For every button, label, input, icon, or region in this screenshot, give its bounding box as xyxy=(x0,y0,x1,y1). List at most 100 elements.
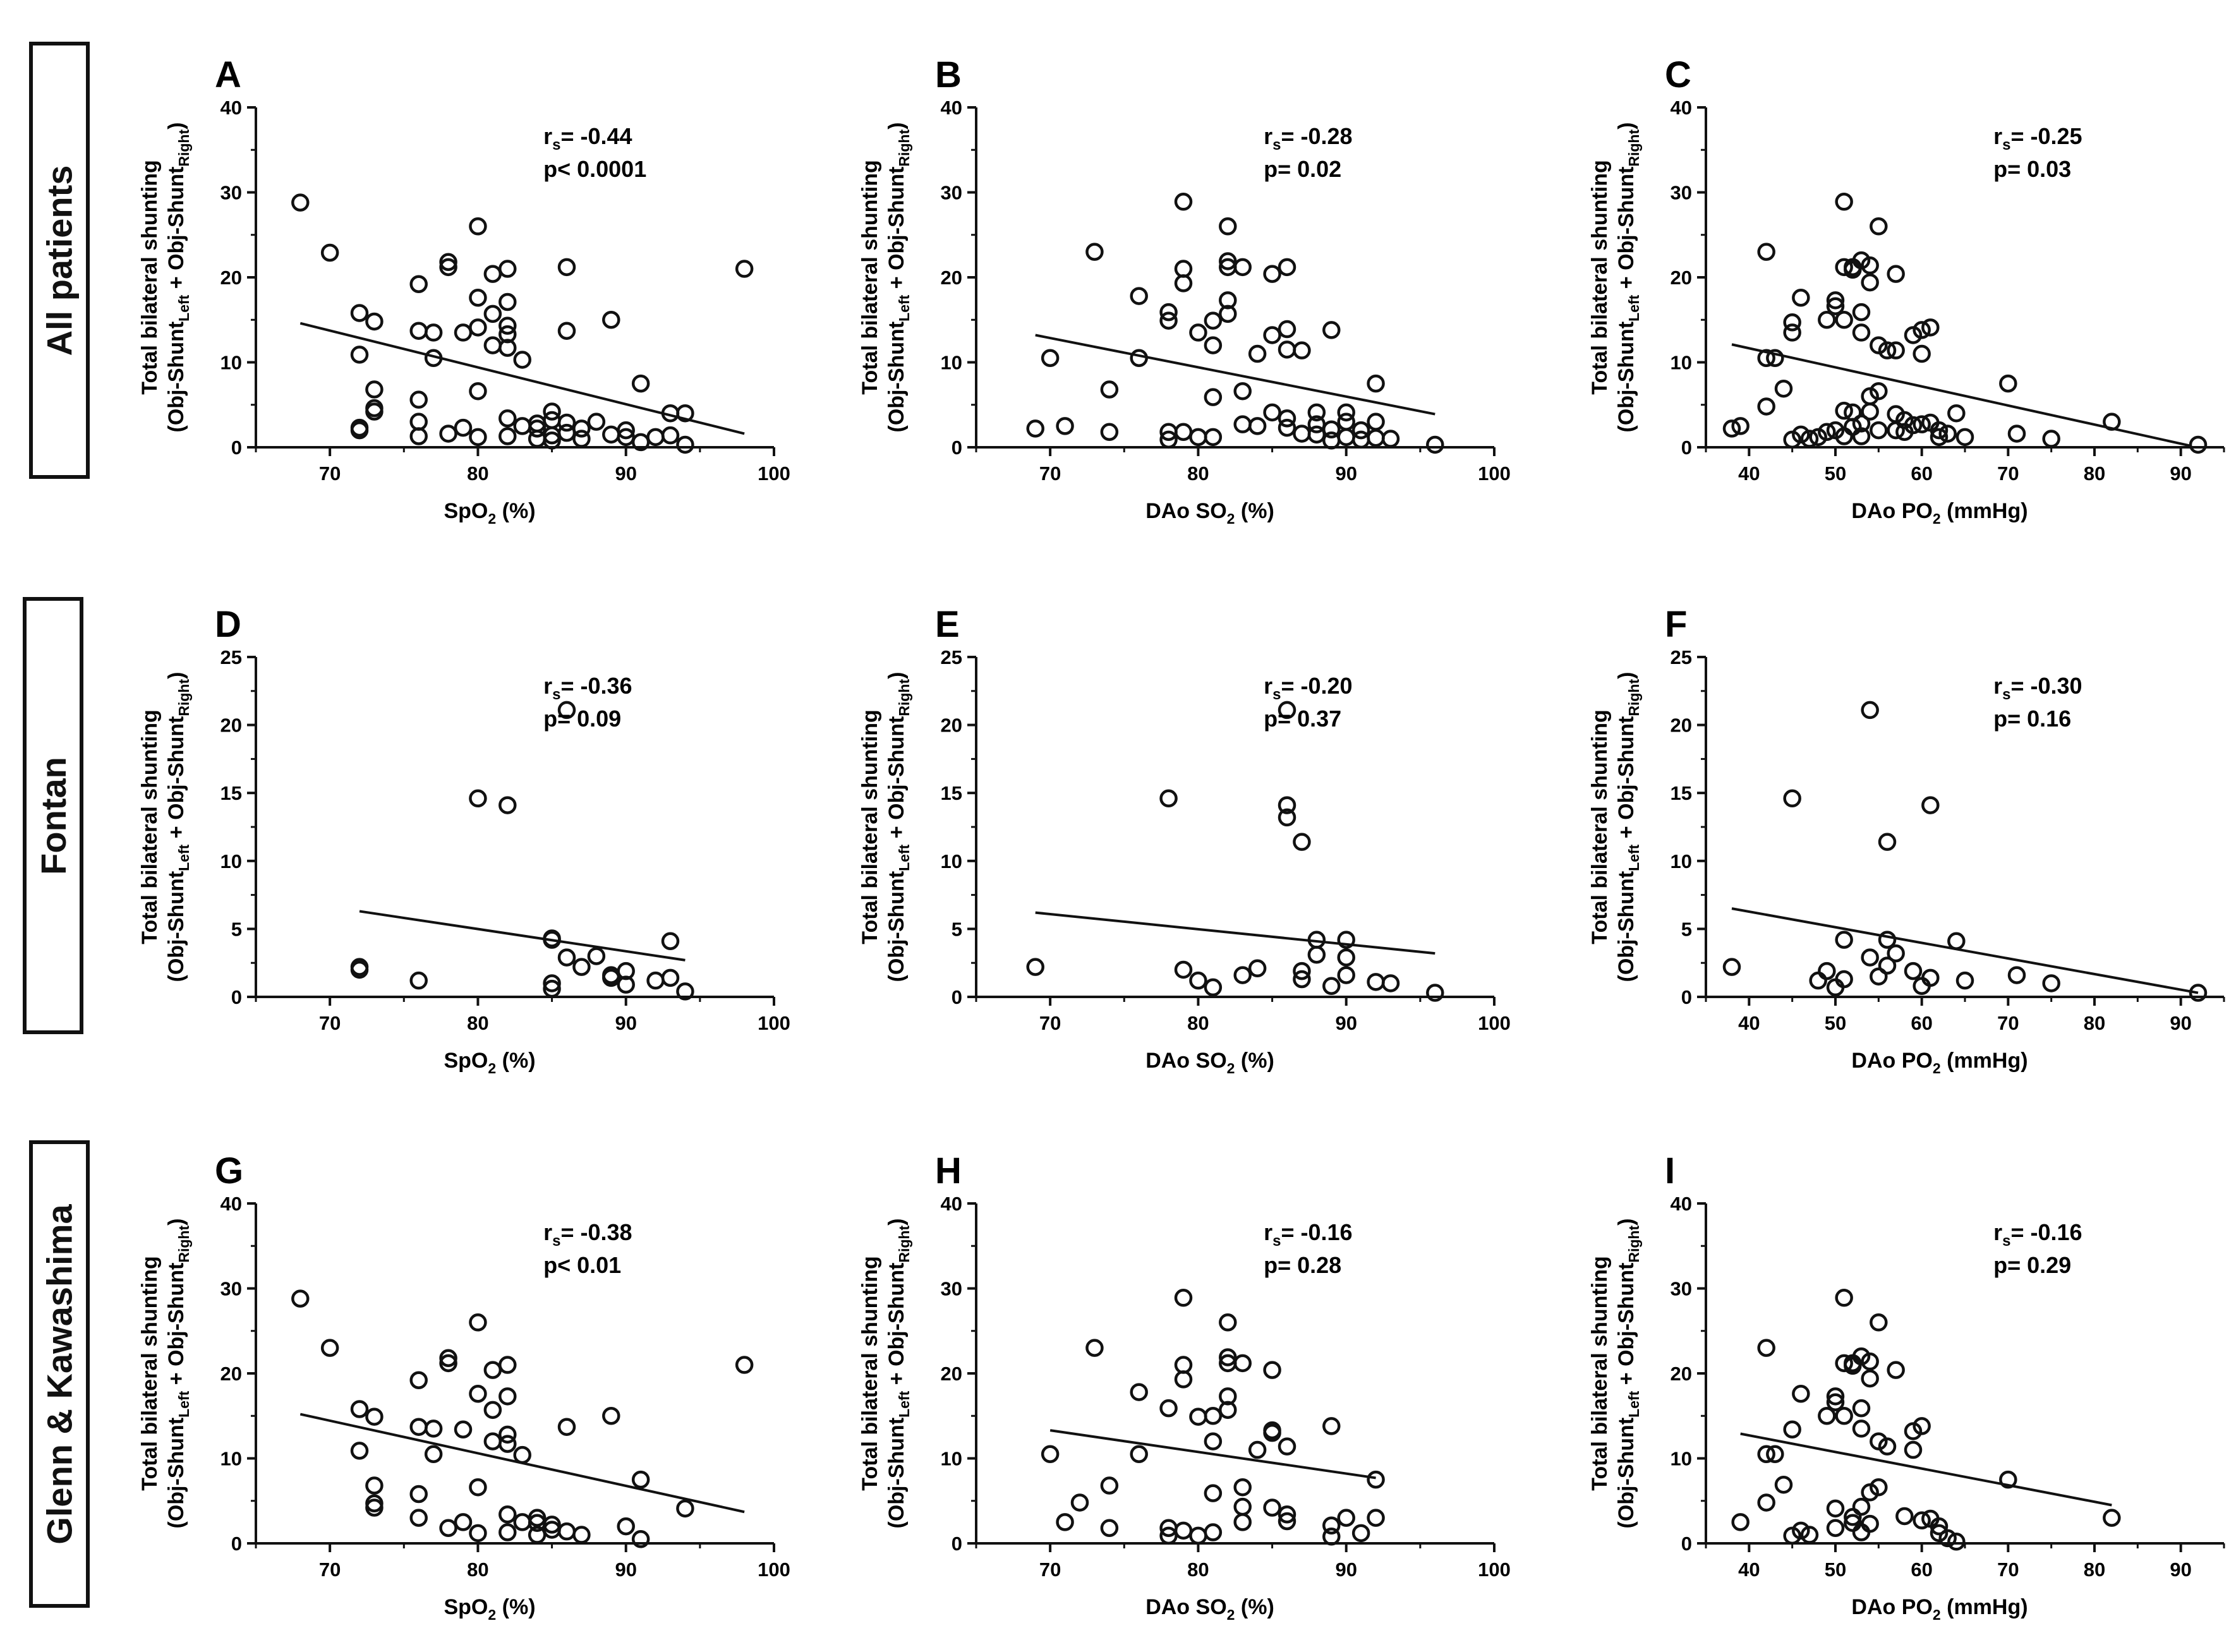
x-tick-label: 60 xyxy=(1911,1012,1932,1034)
x-axis-label-main: DAo PO xyxy=(1851,1049,1932,1073)
x-tick-label: 80 xyxy=(467,1559,488,1581)
data-point xyxy=(409,971,428,990)
data-point xyxy=(1895,1507,1914,1526)
y-axis-label: Total bilateral shunting (Obj-ShuntLeft +… xyxy=(1588,123,1642,433)
data-point xyxy=(1337,1509,1355,1527)
x-axis-label-main: DAo PO xyxy=(1851,499,1932,523)
x-tick-label: 80 xyxy=(2084,1012,2105,1034)
data-point xyxy=(1783,789,1801,808)
data-point xyxy=(1904,416,1923,435)
data-point xyxy=(617,1517,635,1536)
y-tick-label: 30 xyxy=(221,182,242,204)
data-point xyxy=(350,304,369,322)
y-tick-label: 20 xyxy=(1671,1363,1692,1385)
y-tick-label: 20 xyxy=(1671,714,1692,737)
y-label-sub-left: Left xyxy=(176,294,192,322)
data-point xyxy=(1913,1417,1931,1435)
data-point xyxy=(1887,265,1905,283)
stat-r-number: = -0.44 xyxy=(560,123,632,149)
data-point xyxy=(557,413,576,432)
panel-letter: C xyxy=(1665,54,1691,95)
stat-r-sub: s xyxy=(552,136,560,154)
y-axis-label-line2: (Obj-ShuntLeft + Obj-ShuntRight) xyxy=(885,672,912,982)
data-point xyxy=(1263,326,1281,344)
y-label-sub-right: Right xyxy=(176,130,192,167)
data-point xyxy=(557,1522,576,1541)
stat-p-value: p= 0.37 xyxy=(1264,706,1341,732)
y-label-part: ) xyxy=(164,672,188,679)
data-point xyxy=(1826,297,1845,315)
data-point xyxy=(1852,323,1871,342)
x-tick-label: 70 xyxy=(1997,1012,2019,1034)
y-axis-label-line1: Total bilateral shunting xyxy=(138,709,162,944)
x-tick-label: 70 xyxy=(1039,1012,1061,1034)
data-point xyxy=(1878,1437,1897,1456)
data-point xyxy=(1826,1519,1845,1538)
data-point xyxy=(1792,1385,1810,1403)
y-label-sub-left: Left xyxy=(1626,844,1642,871)
data-point xyxy=(1887,1361,1905,1379)
data-point xyxy=(1233,258,1252,277)
data-point xyxy=(1861,256,1879,275)
data-point xyxy=(543,402,561,421)
y-tick-label: 25 xyxy=(221,646,242,668)
y-label-part: + Obj-Shunt xyxy=(1614,167,1638,295)
data-point xyxy=(1818,311,1836,329)
data-point xyxy=(1861,701,1879,720)
data-point xyxy=(365,312,384,331)
data-point xyxy=(1367,1470,1385,1489)
stat-r-sub: s xyxy=(2002,136,2010,154)
stat-r-value: rs= -0.16 xyxy=(1264,1219,1352,1250)
data-point xyxy=(1100,1476,1119,1495)
y-tick-label: 40 xyxy=(941,1193,962,1215)
y-tick-label: 30 xyxy=(941,182,962,204)
x-tick-label: 100 xyxy=(1478,1012,1511,1034)
x-axis-label-main: DAo PO xyxy=(1851,1595,1932,1619)
y-label-sub-left: Left xyxy=(896,294,912,322)
y-tick-label: 10 xyxy=(221,352,242,374)
data-point xyxy=(1026,958,1044,976)
data-point xyxy=(1904,1440,1923,1459)
data-point xyxy=(1852,414,1871,433)
panel-letter: I xyxy=(1665,1150,1675,1191)
data-point xyxy=(1322,977,1341,996)
data-point xyxy=(1322,431,1341,450)
y-tick-label: 5 xyxy=(231,918,242,940)
y-tick-label: 0 xyxy=(952,986,962,1008)
y-label-sub-right: Right xyxy=(896,130,912,167)
data-point xyxy=(1100,423,1119,442)
data-point xyxy=(1792,425,1810,444)
y-label-part: (Obj-Shunt xyxy=(164,322,188,433)
data-point xyxy=(513,351,531,369)
y-label-sub-right: Right xyxy=(1626,679,1642,716)
y-tick-label: 15 xyxy=(941,782,962,804)
data-point xyxy=(1204,978,1223,997)
data-point xyxy=(1159,1399,1178,1418)
panel-h: H 0 10 20 30 40 70 80 90 100 DAo SO2 (%) Total bila… xyxy=(858,1150,1511,1623)
data-point xyxy=(1835,1354,1853,1373)
data-point xyxy=(1835,258,1853,277)
data-point xyxy=(1878,341,1897,359)
x-tick-label: 90 xyxy=(2170,1559,2191,1581)
stat-r-value: rs= -0.38 xyxy=(543,1219,632,1250)
x-tick-label: 50 xyxy=(1825,462,1846,485)
y-tick-label: 10 xyxy=(941,352,962,374)
x-axis-label: DAo PO2 (mmHg) xyxy=(1851,1049,2028,1076)
y-label-part: ) xyxy=(885,123,909,130)
x-tick-label: 80 xyxy=(2084,462,2105,485)
data-point xyxy=(1783,323,1801,342)
data-point xyxy=(1757,397,1775,416)
data-point xyxy=(1278,796,1296,814)
data-point xyxy=(1293,425,1311,443)
data-point xyxy=(1955,971,1974,990)
data-point xyxy=(469,382,487,401)
data-point xyxy=(1835,1289,1853,1307)
y-tick-label: 20 xyxy=(941,714,962,737)
x-axis-label-sub: 2 xyxy=(1227,510,1235,527)
data-point xyxy=(469,318,487,337)
y-axis-label: Total bilateral shunting (Obj-ShuntLeft +… xyxy=(858,123,912,433)
data-point xyxy=(1219,1387,1237,1406)
data-point xyxy=(409,322,428,340)
data-point xyxy=(1174,1521,1193,1540)
